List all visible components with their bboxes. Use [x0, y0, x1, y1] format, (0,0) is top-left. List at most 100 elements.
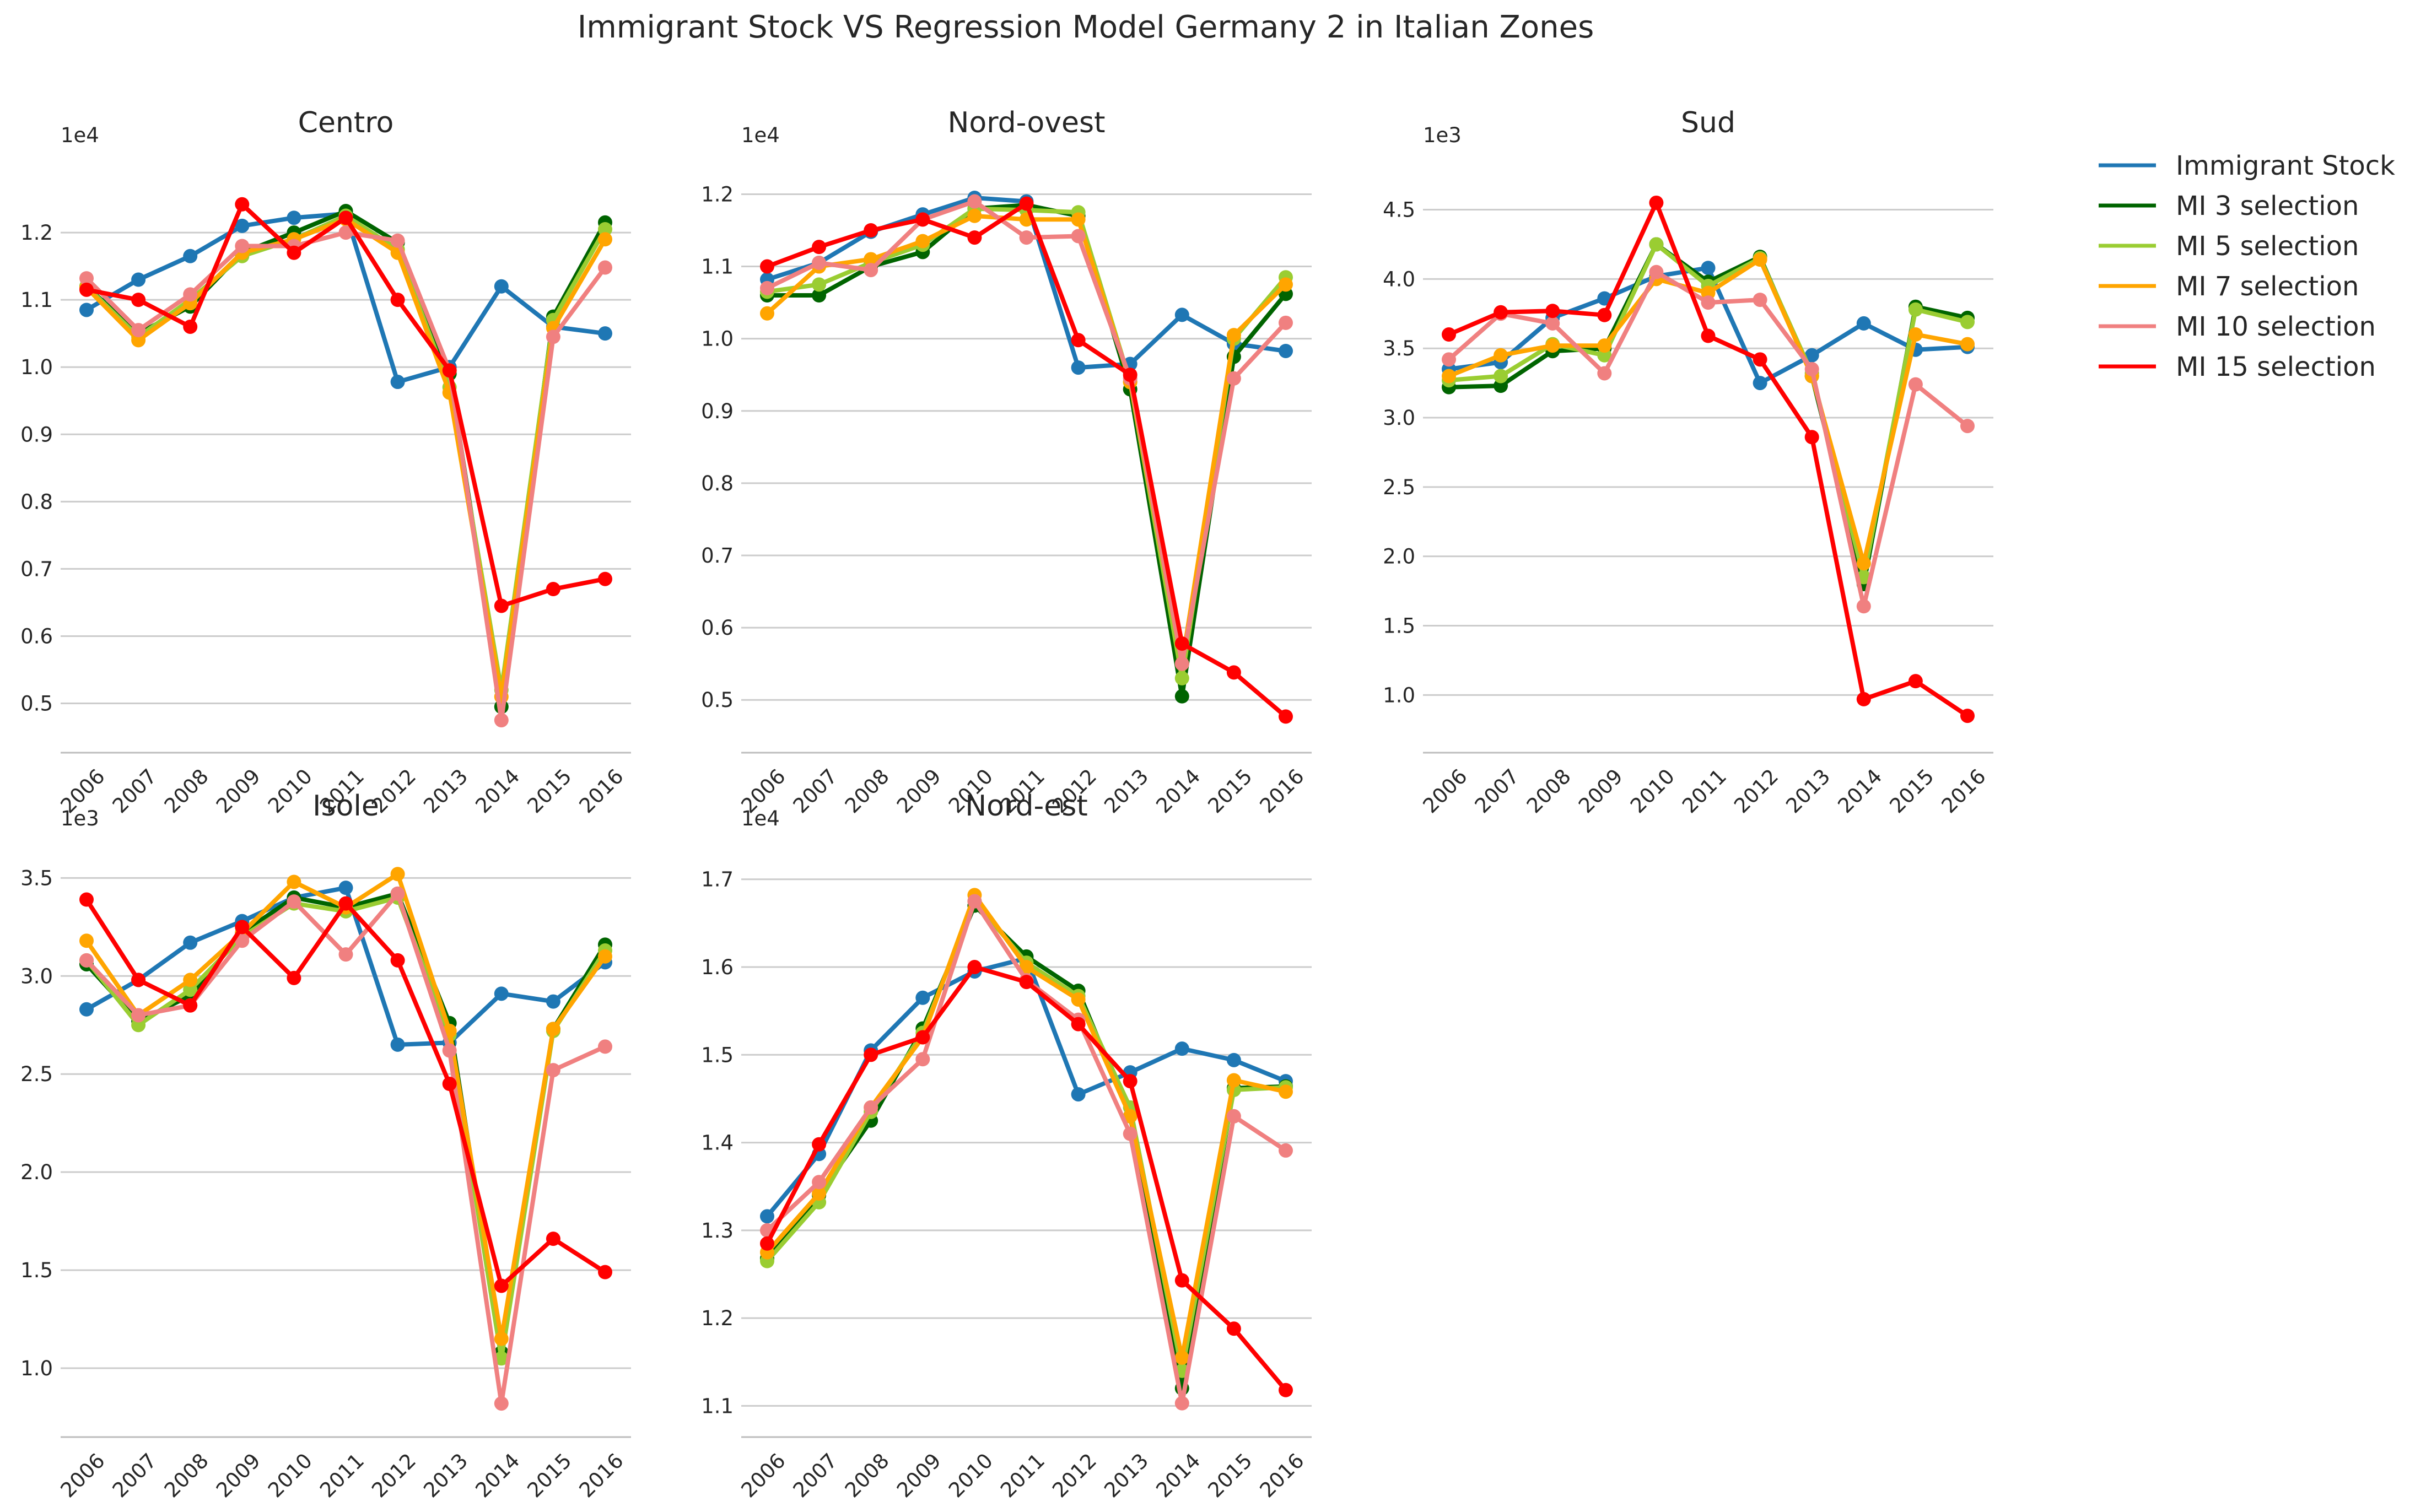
data-point — [812, 1137, 827, 1152]
data-point — [1442, 352, 1456, 367]
data-point — [494, 1351, 509, 1366]
subplot-panels: 0.50.60.70.80.91.01.11.22006200720082009… — [20, 106, 1993, 1502]
data-point — [1597, 366, 1612, 381]
data-point — [598, 222, 612, 236]
y-tick-label: 4.5 — [1383, 198, 1415, 222]
series-line — [85, 209, 607, 709]
data-point — [915, 212, 930, 227]
data-point — [1174, 1273, 1189, 1288]
data-point — [1597, 307, 1612, 322]
series-mi-10-selection — [760, 194, 1293, 671]
data-point — [79, 282, 94, 297]
data-point — [79, 303, 94, 317]
series-line — [84, 872, 607, 1341]
data-point — [1908, 377, 1923, 392]
data-point — [1442, 327, 1456, 342]
data-point — [1856, 556, 1871, 571]
series-mi-15-selection — [79, 892, 612, 1293]
x-tick-label: 2010 — [1626, 764, 1679, 818]
data-point — [1908, 302, 1923, 317]
data-point — [183, 935, 198, 950]
data-point — [1545, 338, 1560, 353]
y-tick-label: 1.0 — [20, 1357, 53, 1380]
x-tick-label: 2013 — [1099, 764, 1153, 818]
data-point — [79, 1002, 94, 1017]
data-point — [760, 1209, 774, 1224]
x-tick-label: 2014 — [1151, 764, 1205, 818]
x-tick-label: 2016 — [575, 1449, 628, 1502]
data-point — [598, 326, 612, 341]
x-tick-label: 2009 — [892, 764, 946, 818]
data-point — [235, 933, 250, 948]
data-point — [338, 947, 353, 962]
data-point — [338, 881, 353, 895]
data-point — [1071, 360, 1086, 375]
data-point — [79, 953, 94, 968]
y-tick-label: 1.4 — [701, 1131, 734, 1155]
data-point — [1071, 992, 1086, 1007]
y-tick-label: 0.9 — [20, 423, 53, 446]
data-point — [494, 279, 509, 294]
data-point — [131, 1008, 146, 1023]
subplot-centro: 0.50.60.70.80.91.01.11.22006200720082009… — [20, 106, 631, 818]
data-point — [1071, 229, 1086, 244]
data-point — [598, 1039, 612, 1054]
legend-entry: Immigrant Stock — [2099, 150, 2395, 181]
data-point — [1174, 307, 1189, 322]
series-mi-15-selection — [760, 960, 1293, 1397]
data-point — [131, 323, 146, 338]
x-tick-label: 2008 — [840, 1449, 894, 1502]
data-point — [915, 234, 930, 249]
x-tick-label: 2009 — [212, 1449, 265, 1502]
series-line — [766, 199, 1287, 666]
data-point — [1226, 1109, 1241, 1124]
legend-label: MI 5 selection — [2176, 231, 2359, 262]
data-point — [967, 208, 982, 223]
y-tick-label: 0.6 — [701, 616, 734, 640]
x-tick-label: 2008 — [840, 764, 894, 818]
series-line — [84, 895, 607, 1361]
y-tick-label: 1.0 — [1383, 683, 1415, 707]
y-tick-label: 0.6 — [20, 624, 53, 648]
data-point — [1019, 230, 1034, 245]
legend-label: MI 15 selection — [2176, 352, 2376, 382]
data-point — [812, 1175, 827, 1190]
data-point — [390, 1037, 405, 1052]
series-mi-10-selection — [1442, 264, 1975, 614]
x-tick-label: 2015 — [1204, 764, 1257, 818]
data-point — [1701, 328, 1716, 343]
y-tick-label: 1.1 — [701, 1394, 734, 1418]
data-point — [864, 1047, 878, 1062]
data-point — [1226, 1321, 1241, 1336]
data-point — [864, 252, 878, 267]
data-point — [1856, 316, 1871, 331]
y-tick-label: 1.2 — [20, 221, 53, 245]
series-line — [767, 203, 1288, 699]
x-tick-label: 2010 — [263, 1449, 317, 1502]
data-point — [812, 277, 827, 292]
y-tick-label: 1.1 — [701, 255, 734, 279]
series-mi-15-selection — [79, 197, 612, 613]
data-point — [183, 982, 198, 997]
axis-exponent-label: 1e4 — [61, 123, 99, 147]
x-tick-label: 2015 — [1885, 764, 1939, 818]
series-line — [85, 217, 607, 699]
data-point — [1856, 599, 1871, 614]
y-tick-label: 1.6 — [701, 955, 734, 979]
data-point — [183, 973, 198, 987]
x-tick-label: 2015 — [523, 1449, 576, 1502]
y-tick-label: 1.0 — [701, 327, 734, 351]
data-point — [1960, 315, 1975, 330]
subplot-title: Centro — [298, 106, 394, 139]
data-point — [1226, 665, 1241, 680]
data-point — [1174, 1041, 1189, 1056]
data-point — [1753, 376, 1767, 391]
legend-entry: MI 10 selection — [2099, 311, 2376, 342]
x-tick-label: 2008 — [160, 764, 213, 818]
subplot-title: Nord-est — [965, 790, 1087, 823]
data-point — [131, 272, 146, 287]
data-point — [390, 233, 405, 248]
data-point — [442, 363, 457, 378]
data-point — [494, 598, 509, 613]
x-tick-label: 2013 — [1099, 1449, 1153, 1502]
